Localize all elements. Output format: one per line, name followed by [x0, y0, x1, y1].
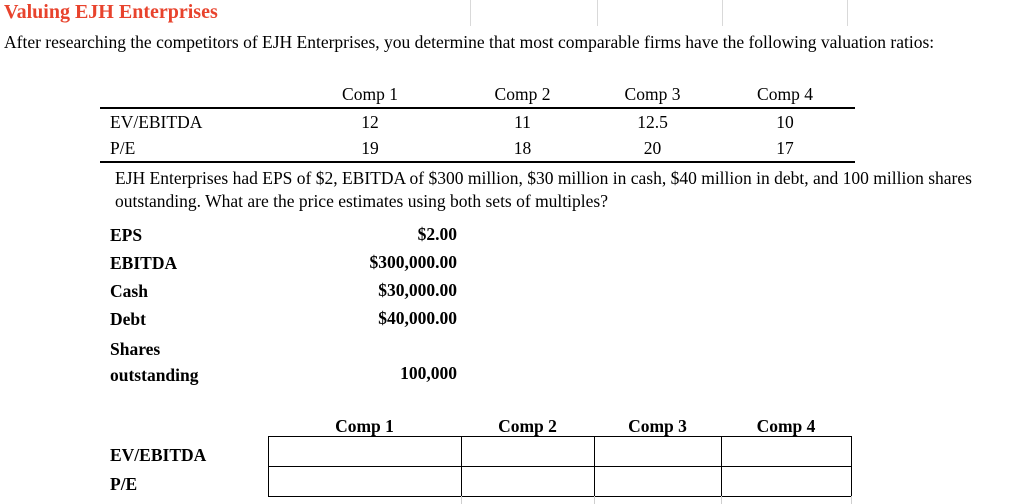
answer-cell[interactable] — [721, 436, 852, 467]
input-value-eps: $2.00 — [417, 224, 457, 244]
ratio-value: 12 — [361, 111, 379, 132]
input-label-cash: Cash — [110, 281, 148, 301]
spreadsheet-gridline — [721, 496, 722, 504]
spreadsheet-gridline — [847, 0, 848, 26]
answers-header-comp2: Comp 2 — [498, 416, 557, 436]
answer-cell[interactable] — [721, 466, 852, 497]
ratios-row-label: P/E — [100, 135, 285, 163]
spreadsheet-gridline — [851, 496, 852, 504]
answers-table — [268, 436, 852, 497]
spreadsheet-gridline — [470, 0, 471, 26]
ratio-value: 12.5 — [637, 111, 668, 132]
ratios-header-empty — [100, 84, 285, 109]
ratio-value: 19 — [285, 135, 455, 163]
answers-row-label-evebitda: EV/EBITDA — [110, 445, 207, 465]
question-text: EJH Enterprises had EPS of $2, EBITDA of… — [115, 168, 972, 211]
ratios-row-label: EV/EBITDA — [110, 111, 203, 132]
answers-header-comp3: Comp 3 — [628, 416, 687, 436]
answer-cell[interactable] — [594, 466, 722, 497]
table-row: EV/EBITDA 12 11 12.5 10 — [100, 108, 855, 135]
ratios-header-row: Comp 1 Comp 2 Comp 3 Comp 4 — [100, 84, 855, 109]
ratios-header-comp1: Comp 1 — [285, 84, 455, 109]
ratios-header-comp3: Comp 3 — [590, 84, 715, 109]
answers-row-label-pe: P/E — [110, 474, 138, 494]
ratios-table: Comp 1 Comp 2 Comp 3 Comp 4 EV/EBITDA 12… — [100, 84, 855, 163]
input-value-ebitda: $300,000.00 — [369, 252, 458, 272]
input-label-debt: Debt — [110, 309, 146, 329]
input-label-ebitda: EBITDA — [110, 253, 178, 273]
input-label-eps: EPS — [110, 225, 143, 245]
spreadsheet-gridline — [722, 0, 723, 26]
answer-cell[interactable] — [594, 436, 722, 467]
table-row: P/E 19 18 20 17 — [100, 135, 855, 163]
answer-cell[interactable] — [268, 436, 462, 467]
spreadsheet-gridline — [461, 496, 462, 504]
ratios-header-comp2: Comp 2 — [455, 84, 590, 109]
intro-text: After researching the competitors of EJH… — [4, 32, 935, 52]
input-value-shares: 100,000 — [400, 363, 457, 383]
ratio-value: 11 — [514, 111, 531, 132]
input-label-shares: Shares outstanding — [110, 339, 199, 385]
ratio-value: 10 — [776, 111, 794, 132]
input-value-cash: $30,000.00 — [378, 280, 457, 300]
input-value-debt: $40,000.00 — [378, 308, 457, 328]
ratio-value: 18 — [455, 135, 590, 163]
page-title: Valuing EJH Enterprises — [4, 1, 218, 23]
answers-header-comp4: Comp 4 — [756, 416, 816, 436]
ratios-header-comp4: Comp 4 — [715, 84, 855, 109]
answer-cell[interactable] — [461, 436, 595, 467]
answer-cell[interactable] — [461, 466, 595, 497]
answer-cell[interactable] — [268, 466, 462, 497]
spreadsheet-gridline — [594, 496, 595, 504]
ratio-value: 20 — [590, 135, 715, 163]
answers-header-comp1: Comp 1 — [335, 416, 394, 436]
spreadsheet-gridline — [597, 0, 598, 26]
ratio-value: 17 — [715, 135, 855, 163]
table-row — [268, 466, 852, 497]
table-row — [268, 436, 852, 467]
